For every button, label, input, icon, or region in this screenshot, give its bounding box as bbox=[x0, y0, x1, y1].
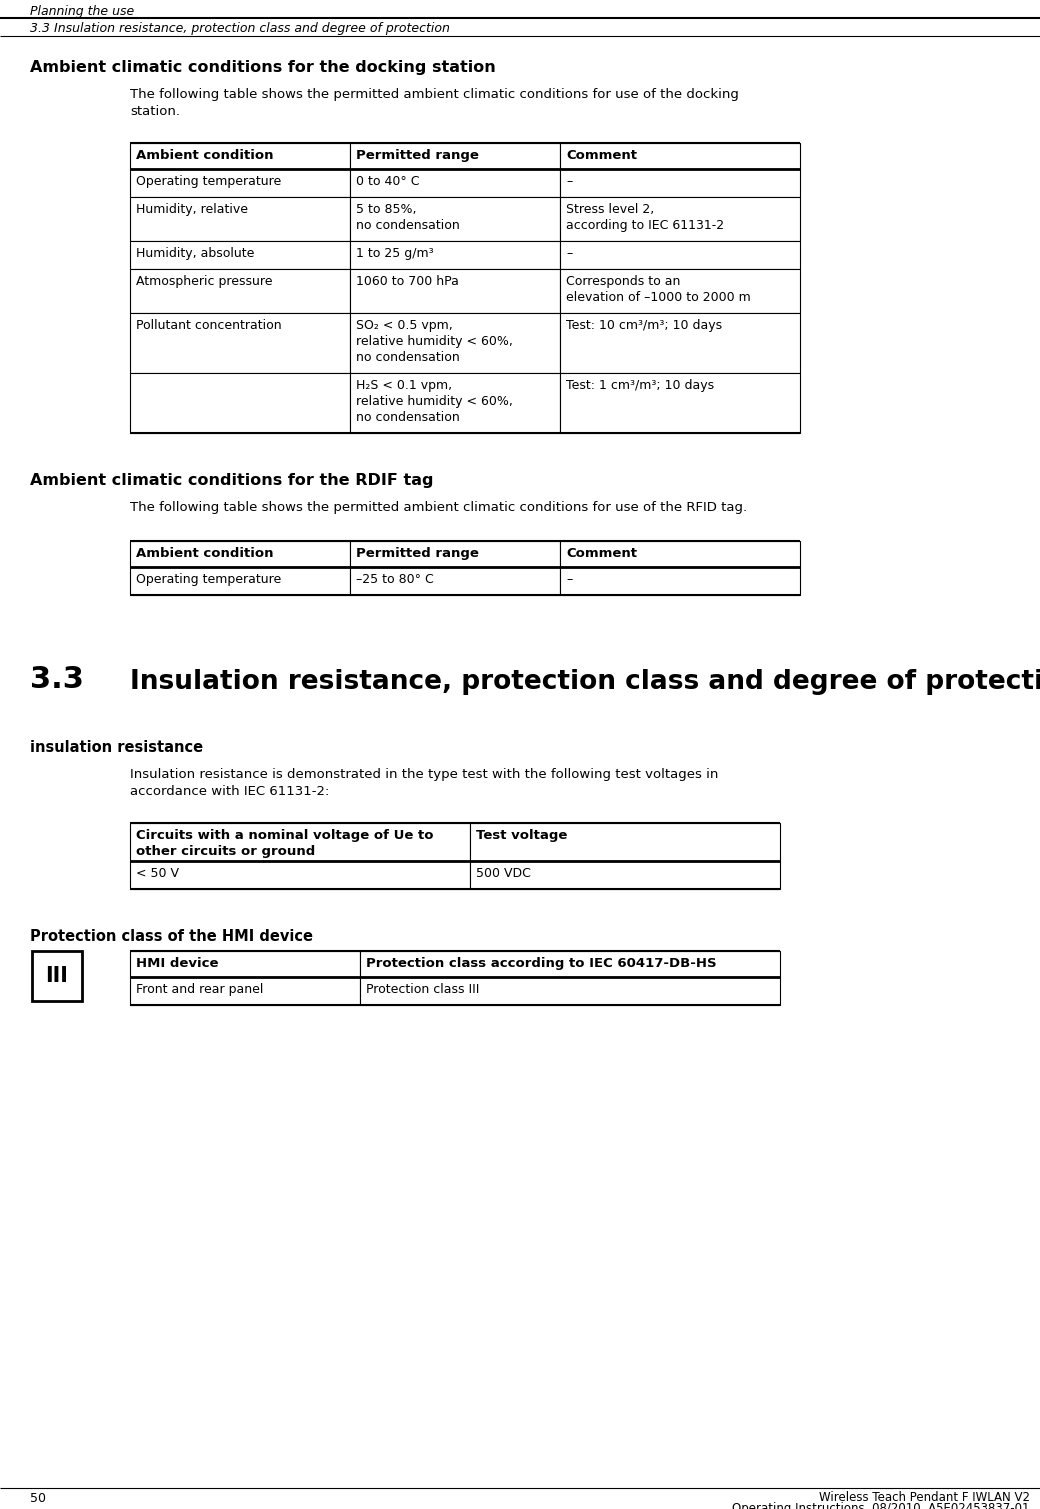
Bar bbox=[350, 542, 560, 567]
Bar bbox=[350, 169, 560, 198]
Text: Planning the use: Planning the use bbox=[30, 5, 134, 18]
Text: Ambient climatic conditions for the RDIF tag: Ambient climatic conditions for the RDIF… bbox=[30, 472, 434, 487]
Bar bbox=[470, 862, 780, 889]
Bar bbox=[130, 976, 360, 1005]
Text: 500 VDC: 500 VDC bbox=[476, 868, 530, 880]
Text: Protection class of the HMI device: Protection class of the HMI device bbox=[30, 930, 313, 945]
Bar bbox=[350, 373, 560, 433]
Text: accordance with IEC 61131-2:: accordance with IEC 61131-2: bbox=[130, 785, 330, 798]
Bar bbox=[130, 312, 350, 373]
Bar bbox=[130, 241, 350, 269]
Bar bbox=[560, 241, 800, 269]
Bar bbox=[560, 169, 800, 198]
Text: Ambient condition: Ambient condition bbox=[136, 149, 274, 161]
Text: The following table shows the permitted ambient climatic conditions for use of t: The following table shows the permitted … bbox=[130, 501, 747, 515]
Text: relative humidity < 60%,: relative humidity < 60%, bbox=[356, 335, 513, 349]
Bar bbox=[560, 198, 800, 241]
Text: Ambient condition: Ambient condition bbox=[136, 546, 274, 560]
Text: Comment: Comment bbox=[566, 546, 636, 560]
Bar bbox=[350, 143, 560, 169]
Bar bbox=[560, 269, 800, 312]
Text: The following table shows the permitted ambient climatic conditions for use of t: The following table shows the permitted … bbox=[130, 88, 738, 101]
Bar bbox=[350, 198, 560, 241]
Text: 3.3: 3.3 bbox=[30, 665, 84, 694]
Bar bbox=[350, 269, 560, 312]
Text: Front and rear panel: Front and rear panel bbox=[136, 982, 263, 996]
Bar bbox=[560, 542, 800, 567]
Text: Permitted range: Permitted range bbox=[356, 546, 478, 560]
Text: Comment: Comment bbox=[566, 149, 636, 161]
Text: 3.3 Insulation resistance, protection class and degree of protection: 3.3 Insulation resistance, protection cl… bbox=[30, 23, 450, 35]
Bar bbox=[130, 822, 470, 862]
Text: –: – bbox=[566, 573, 572, 585]
Text: according to IEC 61131-2: according to IEC 61131-2 bbox=[566, 219, 724, 232]
Text: relative humidity < 60%,: relative humidity < 60%, bbox=[356, 395, 513, 407]
Text: –: – bbox=[566, 175, 572, 189]
Text: 0 to 40° C: 0 to 40° C bbox=[356, 175, 419, 189]
Text: 5 to 85%,: 5 to 85%, bbox=[356, 204, 416, 216]
Text: HMI device: HMI device bbox=[136, 957, 218, 970]
Text: Humidity, absolute: Humidity, absolute bbox=[136, 247, 255, 260]
Text: Test: 10 cm³/m³; 10 days: Test: 10 cm³/m³; 10 days bbox=[566, 318, 722, 332]
Bar bbox=[560, 312, 800, 373]
Bar bbox=[560, 373, 800, 433]
Bar bbox=[130, 567, 350, 595]
Text: Humidity, relative: Humidity, relative bbox=[136, 204, 248, 216]
Text: elevation of –1000 to 2000 m: elevation of –1000 to 2000 m bbox=[566, 291, 751, 303]
Text: Test: 1 cm³/m³; 10 days: Test: 1 cm³/m³; 10 days bbox=[566, 379, 714, 392]
Bar bbox=[470, 822, 780, 862]
Bar bbox=[130, 373, 350, 433]
Text: Wireless Teach Pendant F IWLAN V2: Wireless Teach Pendant F IWLAN V2 bbox=[820, 1491, 1030, 1504]
Text: –25 to 80° C: –25 to 80° C bbox=[356, 573, 434, 585]
Bar bbox=[360, 976, 780, 1005]
Text: station.: station. bbox=[130, 106, 180, 118]
Text: other circuits or ground: other circuits or ground bbox=[136, 845, 315, 859]
Bar bbox=[350, 241, 560, 269]
Text: 1 to 25 g/m³: 1 to 25 g/m³ bbox=[356, 247, 434, 260]
Text: Circuits with a nominal voltage of Ue to: Circuits with a nominal voltage of Ue to bbox=[136, 828, 434, 842]
Text: Protection class III: Protection class III bbox=[366, 982, 479, 996]
Bar bbox=[130, 143, 350, 169]
Text: III: III bbox=[46, 966, 69, 985]
Text: Stress level 2,: Stress level 2, bbox=[566, 204, 654, 216]
Bar bbox=[130, 542, 350, 567]
Text: 1060 to 700 hPa: 1060 to 700 hPa bbox=[356, 275, 459, 288]
Bar bbox=[130, 198, 350, 241]
Text: no condensation: no condensation bbox=[356, 410, 460, 424]
Bar bbox=[360, 951, 780, 976]
Bar bbox=[560, 143, 800, 169]
Text: SO₂ < 0.5 vpm,: SO₂ < 0.5 vpm, bbox=[356, 318, 452, 332]
Text: insulation resistance: insulation resistance bbox=[30, 739, 203, 754]
Text: Operating temperature: Operating temperature bbox=[136, 573, 281, 585]
Bar bbox=[130, 169, 350, 198]
Text: 50: 50 bbox=[30, 1492, 46, 1504]
Bar bbox=[350, 312, 560, 373]
Text: Protection class according to IEC 60417-DB-HS: Protection class according to IEC 60417-… bbox=[366, 957, 717, 970]
Text: < 50 V: < 50 V bbox=[136, 868, 179, 880]
Bar bbox=[350, 567, 560, 595]
Bar bbox=[560, 567, 800, 595]
Text: H₂S < 0.1 vpm,: H₂S < 0.1 vpm, bbox=[356, 379, 452, 392]
Bar bbox=[130, 951, 360, 976]
Bar bbox=[130, 269, 350, 312]
Text: Permitted range: Permitted range bbox=[356, 149, 478, 161]
Text: Corresponds to an: Corresponds to an bbox=[566, 275, 680, 288]
Bar bbox=[32, 951, 82, 1000]
Text: –: – bbox=[566, 247, 572, 260]
Text: Test voltage: Test voltage bbox=[476, 828, 568, 842]
Text: no condensation: no condensation bbox=[356, 352, 460, 364]
Text: Operating temperature: Operating temperature bbox=[136, 175, 281, 189]
Text: Pollutant concentration: Pollutant concentration bbox=[136, 318, 282, 332]
Text: Operating Instructions, 08/2010, A5E02453837-01: Operating Instructions, 08/2010, A5E0245… bbox=[732, 1501, 1030, 1509]
Text: Ambient climatic conditions for the docking station: Ambient climatic conditions for the dock… bbox=[30, 60, 496, 75]
Text: Insulation resistance is demonstrated in the type test with the following test v: Insulation resistance is demonstrated in… bbox=[130, 768, 719, 782]
Bar bbox=[130, 862, 470, 889]
Text: Insulation resistance, protection class and degree of protection: Insulation resistance, protection class … bbox=[130, 668, 1040, 696]
Text: Atmospheric pressure: Atmospheric pressure bbox=[136, 275, 272, 288]
Text: no condensation: no condensation bbox=[356, 219, 460, 232]
